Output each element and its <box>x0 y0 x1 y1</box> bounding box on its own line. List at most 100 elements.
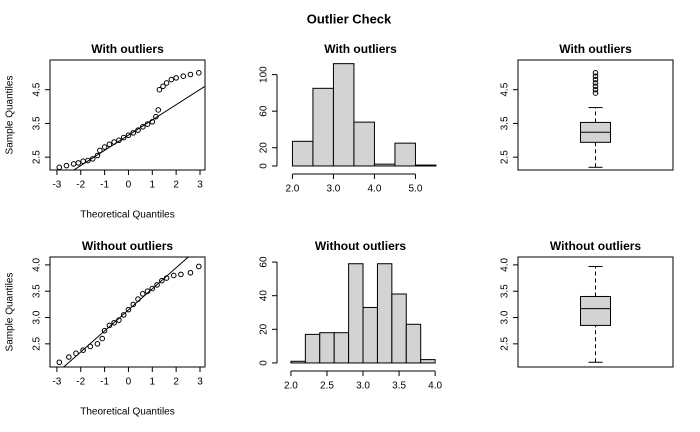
y-tick-label: 3.5 <box>500 116 511 130</box>
bar <box>405 323 422 364</box>
point <box>144 288 151 295</box>
x-tick-label: 2 <box>173 180 179 191</box>
point <box>178 271 184 278</box>
bar <box>304 333 321 364</box>
panel-title: With outliers <box>559 42 632 56</box>
point <box>149 118 156 125</box>
panel: With outliers 0 20 60 100 2.0 3.0 4.0 5.0 <box>259 42 437 195</box>
y-tick-label: 3.5 <box>32 116 43 130</box>
bar <box>348 263 364 364</box>
point <box>130 301 137 308</box>
bar <box>376 263 393 364</box>
panel: With outliers 2.5 3.5 4.5 -3 -2 -1 0 1 2 3 Theoreti… <box>5 42 206 221</box>
point <box>111 139 117 145</box>
y-tick-label: 0 <box>259 163 270 169</box>
point <box>116 317 122 323</box>
x-tick-label: 2.0 <box>284 381 298 392</box>
panel: Without outliers 2.5 3.0 3.5 4.0 <box>500 239 674 368</box>
point <box>101 327 108 334</box>
point <box>154 282 160 288</box>
point <box>139 291 146 297</box>
bar <box>373 163 396 167</box>
panel: Without outliers 2.5 3.0 3.5 4.0 -3 -2 -1 0 1 2 3 Th… <box>5 239 206 418</box>
y-tick-label: 3.0 <box>500 310 511 324</box>
bar <box>290 360 306 364</box>
point <box>66 354 72 360</box>
bar <box>312 87 334 167</box>
y-tick-label: 4.5 <box>32 82 43 96</box>
y-tick-label: 4.0 <box>32 258 43 272</box>
y-tick-label: 2.5 <box>32 150 43 164</box>
x-tick-label: -1 <box>100 377 109 388</box>
box <box>580 295 611 326</box>
bar <box>333 332 350 364</box>
panel-title: With outliers <box>91 42 164 56</box>
point <box>120 312 127 318</box>
x-tick-label: 2.0 <box>285 184 299 195</box>
plot-frame <box>517 256 674 368</box>
y-tick-label: 2.5 <box>500 336 511 350</box>
figure-title: Outlier Check <box>307 11 392 26</box>
point <box>180 73 187 79</box>
point <box>85 157 91 164</box>
point <box>163 275 170 281</box>
point <box>187 269 194 276</box>
y-tick-label: 4.5 <box>500 82 511 96</box>
x-tick-label: 2 <box>173 377 179 388</box>
point <box>159 277 165 284</box>
point <box>94 341 101 347</box>
point <box>125 132 132 139</box>
x-tick-label: 3.5 <box>392 381 406 392</box>
x-tick-label: 2.5 <box>320 381 334 392</box>
x-tick-label: 3.0 <box>356 381 370 392</box>
outlier <box>592 83 599 90</box>
x-tick-label: -3 <box>52 377 61 388</box>
x-tick-label: 3.0 <box>326 184 340 195</box>
point <box>111 319 117 326</box>
y-tick-label: 2.5 <box>32 336 43 350</box>
point <box>196 263 202 270</box>
bar <box>420 359 436 364</box>
point <box>173 75 179 81</box>
point <box>56 164 63 171</box>
reference-line <box>62 257 190 367</box>
plot-frame <box>49 256 206 368</box>
point <box>144 121 151 127</box>
point <box>106 322 113 329</box>
point <box>153 113 159 120</box>
outlier <box>592 86 599 93</box>
point <box>139 124 146 130</box>
point <box>125 306 132 313</box>
y-tick-label: 2.5 <box>500 150 511 164</box>
point <box>56 359 63 366</box>
outlier <box>592 80 599 86</box>
reference-line <box>72 85 205 170</box>
y-tick-label: 3.5 <box>32 284 43 298</box>
panel-title: With outliers <box>324 42 397 56</box>
y-tick-label: 100 <box>259 66 270 83</box>
y-axis-title: Sample Quantiles <box>5 76 16 155</box>
x-tick-label: 1 <box>150 180 156 191</box>
bar <box>353 121 375 167</box>
point <box>97 147 103 154</box>
y-tick-label: 4.0 <box>500 258 511 272</box>
bar <box>394 142 416 167</box>
bar <box>291 140 314 167</box>
point <box>80 347 86 353</box>
point <box>170 272 177 279</box>
point <box>196 70 202 76</box>
point <box>94 152 101 159</box>
point <box>89 156 96 162</box>
point <box>73 350 79 357</box>
outlier <box>592 70 599 76</box>
y-tick-label: 60 <box>259 256 270 268</box>
plot-frame <box>49 59 206 171</box>
outlier <box>592 76 599 83</box>
y-tick-label: 0 <box>259 360 270 366</box>
point <box>101 144 108 150</box>
point <box>168 76 175 83</box>
x-tick-label: 0 <box>126 377 132 388</box>
point <box>155 107 162 113</box>
y-tick-label: 20 <box>259 142 270 154</box>
point <box>106 141 113 148</box>
